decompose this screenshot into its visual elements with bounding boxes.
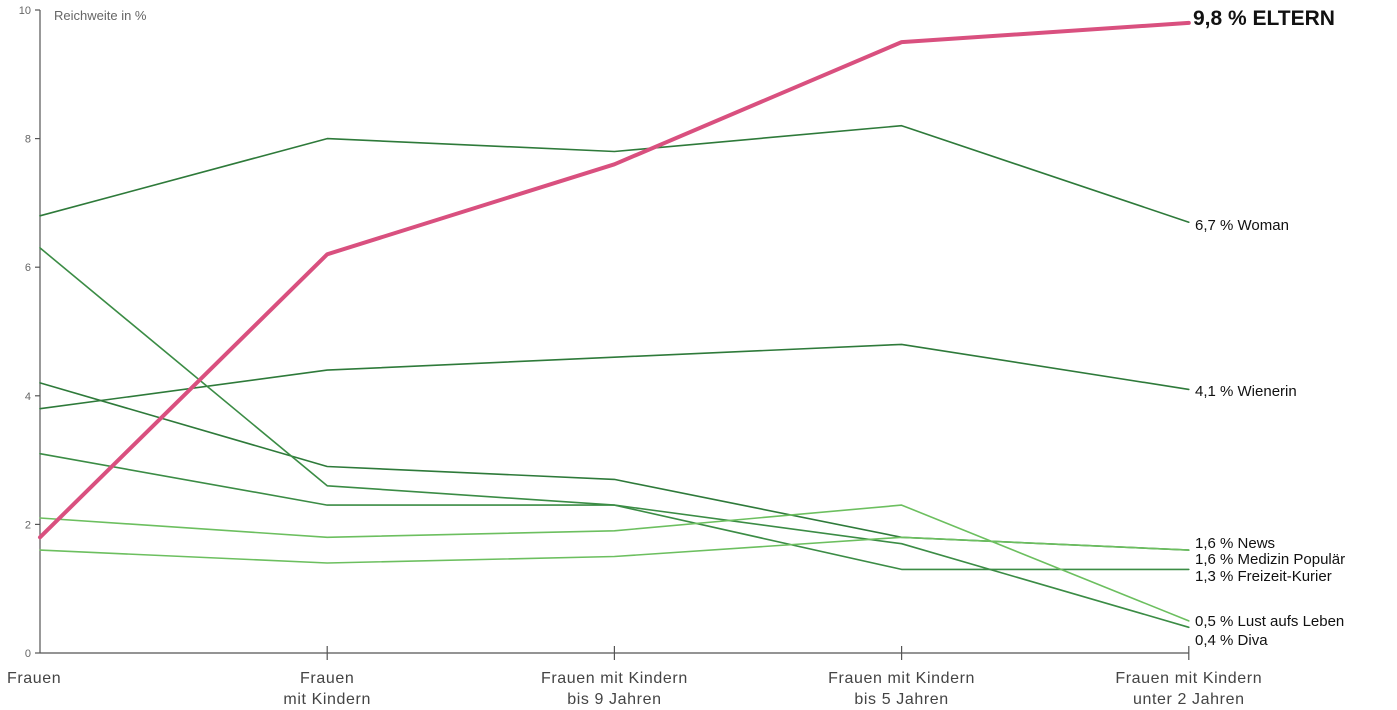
series-end-label-diva: 0,4 % Diva <box>1195 632 1268 649</box>
series-line-eltern <box>38 20 1191 540</box>
series-end-label-woman: 6,7 % Woman <box>1195 217 1289 234</box>
y-tick-label: 10 <box>19 5 31 17</box>
y-tick-label: 2 <box>25 519 31 531</box>
series-line-diva <box>39 536 1190 564</box>
x-tick-label: Frauen mit Kindern bis 9 Jahren <box>541 670 688 708</box>
series-lines <box>38 20 1191 629</box>
series-line-woman <box>39 124 1190 223</box>
y-tick-label: 6 <box>25 262 31 274</box>
series-line-wienerin <box>39 343 1190 410</box>
x-tick-label: Frauen mit Kindern <box>283 670 371 708</box>
y-tick-label: 0 <box>25 648 31 660</box>
series-end-label-lust-aufs-leben: 0,5 % Lust aufs Leben <box>1195 613 1344 630</box>
series-end-label-eltern: 9,8 % ELTERN <box>1193 7 1335 30</box>
series-end-label-freizeit-kurier: 1,3 % Freizeit-Kurier <box>1195 568 1332 585</box>
series-end-label-medizin-popul-r: 1,6 % Medizin Populär <box>1195 551 1345 568</box>
series-end-label-news: 1,6 % News <box>1195 535 1275 552</box>
x-tick-label: Frauen <box>7 670 61 687</box>
series-line-lust-aufs-leben <box>39 504 1190 622</box>
y-axis-label: Reichweite in % <box>54 8 147 23</box>
x-tick-label: Frauen mit Kindern unter 2 Jahren <box>1115 670 1262 708</box>
y-tick-label: 8 <box>25 134 31 146</box>
x-tick-label: Frauen mit Kindern bis 5 Jahren <box>828 670 975 708</box>
series-end-label-wienerin: 4,1 % Wienerin <box>1195 383 1297 400</box>
axes: 0 2 4 6 8 10 Reichweite in % Frauen Frauen mit Ki… <box>7 5 1262 708</box>
series-line-freizeit-kurier <box>39 452 1190 571</box>
series-line-medizin-popul-r <box>39 247 1190 629</box>
series-line-news <box>39 382 1190 551</box>
y-tick-label: 4 <box>25 391 31 403</box>
